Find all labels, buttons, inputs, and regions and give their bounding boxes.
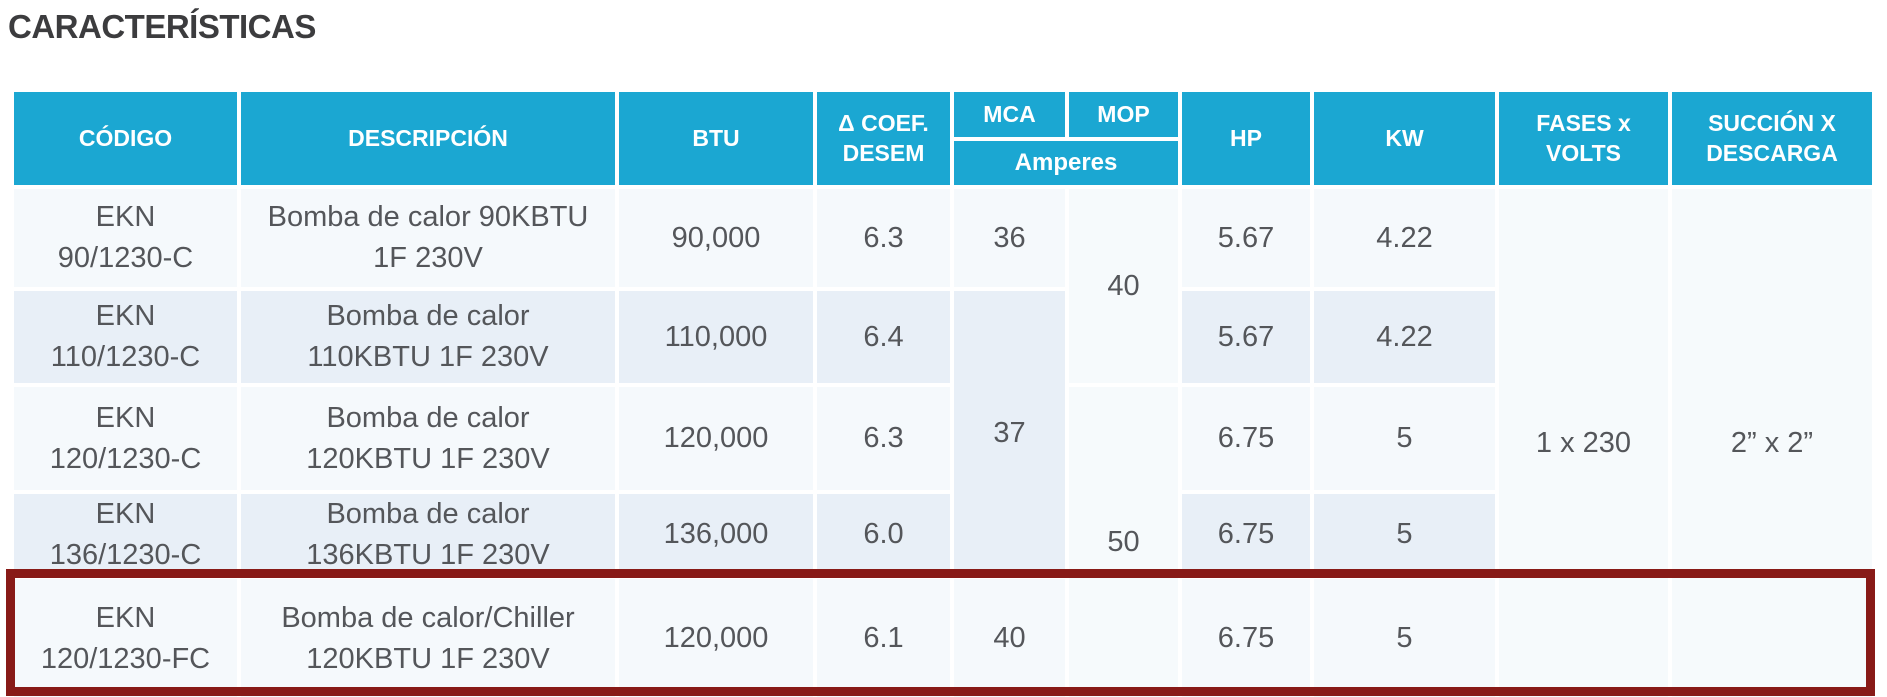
cell-descripcion-r5: Bomba de calor/Chiller 120KBTU 1F 230V [237, 575, 619, 697]
header-codigo: CÓDIGO [10, 88, 241, 189]
cell-hp-r3: 6.75 [1178, 383, 1314, 494]
cell-descripcion-r4: Bomba de calor 136KBTU 1F 230V [237, 489, 619, 580]
page-title: CARACTERÍSTICAS [8, 8, 316, 45]
table-row: EKN 120/1230-C Bomba de calor 120KBTU 1F… [10, 382, 1874, 697]
cell-hp-r4: 6.75 [1178, 489, 1314, 580]
cell-kw-r1: 4.22 [1310, 185, 1499, 291]
cell-kw-r4: 5 [1310, 489, 1499, 580]
cell-coef-r2: 6.4 [813, 287, 954, 387]
header-btu: BTU [615, 88, 817, 189]
header-mca: MCA [950, 88, 1069, 141]
cell-btu-r3: 120,000 [615, 383, 817, 494]
cell-coef-r5: 6.1 [813, 575, 954, 697]
header-amperes: Amperes [950, 137, 1182, 189]
cell-coef-r1: 6.3 [813, 185, 954, 291]
cell-mop-r3-r5-merged: 50 [1065, 382, 1182, 697]
cell-codigo-r4: EKN 136/1230-C [10, 489, 241, 580]
cell-fases-merged: 1 x 230 [1495, 184, 1672, 697]
header-descripcion: DESCRIPCIÓN [237, 88, 619, 189]
table-row: EKN 90/1230-C Bomba de calor 90KBTU 1F 2… [10, 184, 1876, 697]
caracteristicas-table: CÓDIGO DESCRIPCIÓN BTU Δ COEF. DESEM MCA… [10, 88, 1876, 697]
cell-descripcion-r2: Bomba de calor 110KBTU 1F 230V [237, 287, 619, 387]
cell-coef-r3: 6.3 [813, 383, 954, 494]
cell-mca-r5: 40 [950, 575, 1069, 697]
cell-btu-r4: 136,000 [615, 489, 817, 580]
cell-hp-r1: 5.67 [1178, 185, 1314, 291]
header-coef-desem: Δ COEF. DESEM [813, 88, 954, 189]
cell-mop-r1-r2-merged: 40 [1065, 185, 1182, 387]
header-kw: KW [1310, 88, 1499, 189]
header-fases-volts: FASES x VOLTS [1495, 88, 1672, 189]
cell-kw-r3: 5 [1310, 383, 1499, 494]
cell-mca-r1: 36 [950, 185, 1069, 291]
cell-descripcion-r1: Bomba de calor 90KBTU 1F 230V [237, 185, 619, 291]
cell-codigo-r5: EKN 120/1230-FC [10, 575, 241, 697]
cell-mca-r2-r4-merged: 37 [950, 286, 1069, 580]
cell-succion-merged: 2” x 2” [1668, 184, 1876, 697]
cell-codigo-r2: EKN 110/1230-C [10, 287, 241, 387]
header-succion-descarga: SUCCIÓN X DESCARGA [1668, 88, 1876, 189]
table-row-highlighted: EKN 120/1230-FC Bomba de calor/Chiller 1… [10, 575, 1874, 697]
header-mop: MOP [1065, 88, 1182, 141]
header-hp: HP [1178, 88, 1314, 189]
cell-codigo-r1: EKN 90/1230-C [10, 185, 241, 291]
cell-hp-r2: 5.67 [1178, 287, 1314, 387]
cell-btu-r5: 120,000 [615, 575, 817, 697]
header-row-amperes: Amperes [12, 137, 1874, 189]
header-row-top: CÓDIGO DESCRIPCIÓN BTU Δ COEF. DESEM MCA… [10, 88, 1876, 189]
cell-kw-r5: 5 [1310, 575, 1499, 697]
cell-hp-r5: 6.75 [1178, 575, 1314, 697]
cell-descripcion-r3: Bomba de calor 120KBTU 1F 230V [237, 383, 619, 494]
table-row: EKN 110/1230-C Bomba de calor 110KBTU 1F… [10, 286, 1874, 580]
cell-btu-r2: 110,000 [615, 287, 817, 387]
cell-kw-r2: 4.22 [1310, 287, 1499, 387]
cell-btu-r1: 90,000 [615, 185, 817, 291]
cell-codigo-r3: EKN 120/1230-C [10, 383, 241, 494]
table-row: EKN 136/1230-C Bomba de calor 136KBTU 1F… [10, 489, 1874, 580]
cell-coef-r4: 6.0 [813, 489, 954, 580]
